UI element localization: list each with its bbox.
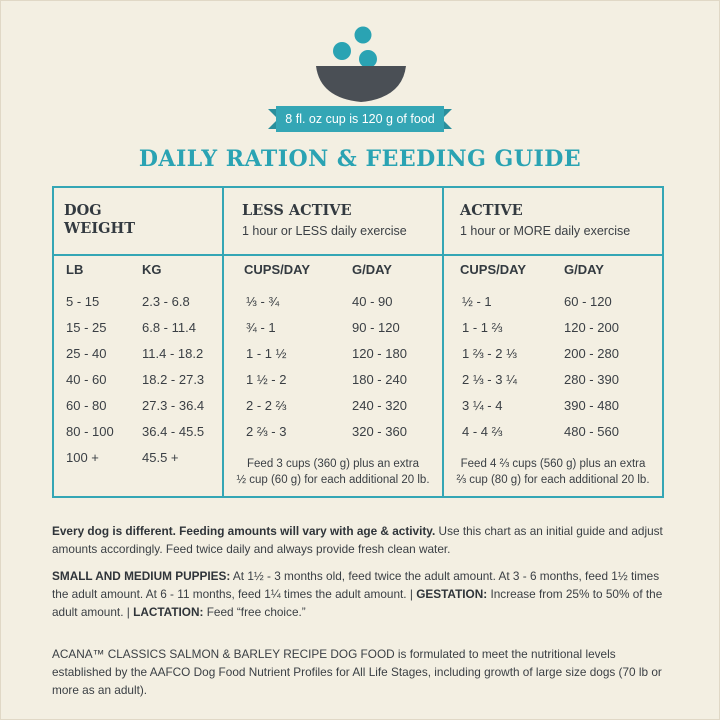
column-header-lb: LB — [66, 262, 84, 277]
column-header-active-grams: G/DAY — [564, 262, 604, 277]
table-cell-a-cups: ½ - 1 — [462, 294, 492, 309]
dog-weight-header: DOG WEIGHT — [64, 202, 135, 237]
table-cell-la-cups: ¾ - 1 — [246, 320, 276, 335]
table-cell-a-cups: 1 ⅔ - 2 ⅓ — [462, 346, 517, 361]
puppy-gestation-lactation-paragraph: SMALL AND MEDIUM PUPPIES: At 1½ - 3 mont… — [52, 569, 663, 619]
table-cell-lb: 40 - 60 — [66, 372, 107, 387]
table-cell-kg: 36.4 - 45.5 — [142, 424, 205, 439]
table-cell-a-g: 480 - 560 — [564, 424, 619, 439]
table-cell-a-cups: 3 ¼ - 4 — [462, 398, 503, 413]
ribbon-banner — [268, 106, 452, 132]
table-cell-lb: 25 - 40 — [66, 346, 107, 361]
active-note: Feed 4 ⅔ cups (560 g) plus an extra ⅔ cu… — [456, 458, 650, 486]
table-cell-kg: 2.3 - 6.8 — [142, 294, 190, 309]
table-cell-la-cups: 1 - 1 ½ — [246, 346, 287, 361]
header-divider — [54, 254, 662, 256]
column-divider — [222, 188, 224, 496]
table-cell-la-cups: 1 ½ - 2 — [246, 372, 287, 387]
table-cell-lb: 5 - 15 — [66, 294, 100, 309]
table-cell-la-g: 90 - 120 — [352, 320, 400, 335]
table-cell-la-g: 180 - 240 — [352, 372, 407, 387]
table-cell-kg: 45.5 + — [142, 450, 179, 465]
table-cell-lb: 15 - 25 — [66, 320, 107, 335]
less-active-header: LESS ACTIVE — [242, 202, 352, 219]
table-cell-kg: 27.3 - 36.4 — [142, 398, 205, 413]
table-cell-lb: 80 - 100 — [66, 424, 114, 439]
column-header-active-cups: CUPS/DAY — [460, 262, 526, 277]
active-subheader: 1 hour or MORE daily exercise — [460, 224, 631, 238]
table-cell-la-cups: 2 ⅔ - 3 — [246, 424, 287, 439]
table-cell-lb: 60 - 80 — [66, 398, 107, 413]
less-active-subheader: 1 hour or LESS daily exercise — [242, 224, 407, 238]
table-cell-la-g: 240 - 320 — [352, 398, 407, 413]
table-cell-la-cups: 2 - 2 ⅔ — [246, 398, 287, 413]
table-cell-kg: 11.4 - 18.2 — [142, 346, 204, 361]
table-cell-a-cups: 4 - 4 ⅔ — [462, 424, 503, 439]
table-cell-a-g: 280 - 390 — [564, 372, 619, 387]
food-bowl-icon — [316, 26, 406, 102]
table-cell-a-g: 120 - 200 — [564, 320, 619, 335]
less-active-note: Feed 3 cups (360 g) plus an extra ½ cup … — [236, 458, 430, 486]
table-cell-la-g: 40 - 90 — [352, 294, 393, 309]
table-cell-a-g: 200 - 280 — [564, 346, 619, 361]
table-cell-la-g: 120 - 180 — [352, 346, 407, 361]
table-cell-a-cups: 1 - 1 ⅔ — [462, 320, 503, 335]
feeding-table: DOG WEIGHT LESS ACTIVE 1 hour or LESS da… — [52, 186, 664, 498]
table-cell-a-g: 60 - 120 — [564, 294, 612, 309]
column-divider — [442, 188, 444, 496]
table-cell-a-cups: 2 ⅓ - 3 ¼ — [462, 372, 517, 387]
table-cell-lb: 100 + — [66, 450, 99, 465]
table-cell-a-g: 390 - 480 — [564, 398, 619, 413]
column-header-less-active-grams: G/DAY — [352, 262, 392, 277]
column-header-less-active-cups: CUPS/DAY — [244, 262, 310, 277]
active-header: ACTIVE — [460, 202, 523, 219]
table-cell-kg: 18.2 - 27.3 — [142, 372, 205, 387]
aafco-statement: ACANA™ CLASSICS SALMON & BARLEY RECIPE D… — [52, 647, 662, 697]
table-cell-la-g: 320 - 360 — [352, 424, 407, 439]
page-title: DAILY RATION & FEEDING GUIDE — [138, 146, 582, 172]
table-cell-la-cups: ⅓ - ¾ — [246, 294, 280, 309]
guidance-paragraph: Every dog is different. Feeding amounts … — [52, 524, 663, 556]
table-cell-kg: 6.8 - 11.4 — [142, 320, 196, 335]
ribbon-text: 8 fl. oz cup is 120 g of food — [285, 112, 435, 126]
column-header-kg: KG — [142, 262, 162, 277]
